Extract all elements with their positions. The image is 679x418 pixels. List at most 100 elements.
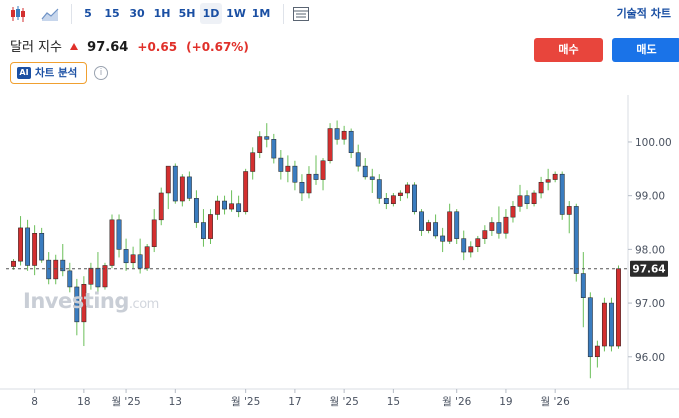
candle-down: [67, 270, 73, 288]
candle-down: [39, 233, 45, 261]
candle-down: [278, 157, 284, 172]
candle-up: [320, 160, 326, 180]
candle-down: [412, 184, 417, 213]
x-tick-label: 15: [387, 396, 400, 408]
watermark-brand: Investing: [23, 289, 129, 313]
candle-down: [440, 235, 446, 242]
price-change-percent: (+0.67%): [186, 40, 249, 54]
candlestick-chart[interactable]: 96.00 97.00 98.00 99.00 100.00 8 18 월 '25 13 월 '2…: [0, 95, 679, 418]
candle-down: [193, 198, 199, 223]
candle-up: [158, 192, 164, 221]
candle-up: [552, 173, 558, 180]
interval-15[interactable]: 15: [104, 7, 120, 20]
interval-1h[interactable]: 1H: [153, 7, 171, 20]
y-tick-label: 98.00: [635, 244, 665, 256]
candle-up: [306, 173, 312, 194]
candle-up: [538, 181, 544, 194]
toolbar-divider: [283, 4, 284, 24]
technical-chart-link[interactable]: 기술적 차트: [616, 7, 671, 20]
candle-up: [426, 222, 431, 231]
candle-up: [165, 165, 171, 194]
y-tick-label: 97.00: [635, 298, 665, 310]
candle-up: [594, 345, 600, 358]
candle-down: [313, 173, 319, 180]
candle-up: [130, 254, 136, 264]
buy-button[interactable]: 매수: [534, 38, 603, 62]
candle-up: [144, 246, 150, 269]
candle-up: [243, 171, 249, 213]
candle-up: [503, 216, 509, 234]
price-change: +0.65: [137, 40, 178, 54]
candle-down: [383, 198, 389, 204]
candle-up: [517, 195, 523, 207]
candle-down: [236, 203, 242, 213]
candle-up: [229, 203, 235, 210]
candle-down: [299, 181, 305, 194]
candle-down: [559, 173, 565, 215]
area-chart-type-icon[interactable]: [40, 4, 60, 24]
candle-down: [580, 273, 586, 298]
interval-1m[interactable]: 1M: [251, 7, 271, 20]
candle-up: [81, 284, 87, 323]
candle-up: [510, 206, 516, 218]
candle-down: [609, 302, 614, 347]
candle-down: [369, 176, 375, 180]
investing-watermark: Investing.com: [23, 289, 159, 313]
x-tick-label: 월 '25: [111, 396, 140, 408]
candlestick-type-icon[interactable]: [8, 4, 28, 24]
x-tick-label: 8: [31, 396, 38, 408]
candle-down: [433, 222, 439, 237]
x-tick-label: 월 '26: [442, 396, 472, 408]
sell-button[interactable]: 매도: [612, 38, 679, 62]
candle-up: [489, 222, 495, 231]
candle-down: [95, 267, 101, 288]
candle-down: [496, 222, 502, 234]
interval-5[interactable]: 5: [84, 7, 92, 20]
indicators-icon[interactable]: [291, 4, 311, 24]
interval-1d[interactable]: 1D: [200, 3, 222, 24]
candle-up: [18, 227, 23, 262]
candle-up: [151, 219, 157, 247]
candle-up: [11, 260, 16, 267]
current-price-badge: [630, 260, 668, 277]
current-price-label: 97.64: [632, 264, 665, 276]
candle-up: [53, 259, 59, 280]
ai-badge-icon: AI: [17, 67, 31, 79]
candle-up: [257, 136, 263, 153]
watermark-suffix: .com: [128, 297, 159, 312]
instrument-name: 달러 지수: [10, 40, 62, 55]
candle-down: [376, 179, 382, 199]
candle-up: [179, 176, 185, 202]
y-tick-label: 96.00: [635, 352, 665, 364]
candle-down: [348, 130, 354, 153]
candle-up: [447, 211, 453, 242]
candle-up: [566, 206, 572, 215]
x-tick-label: 17: [288, 396, 301, 408]
candle-up: [390, 195, 396, 204]
candle-down: [264, 136, 270, 140]
candle-down: [524, 195, 530, 204]
candle-up: [102, 265, 108, 288]
candle-up: [327, 128, 333, 162]
interval-1w[interactable]: 1W: [226, 7, 246, 20]
chart-toolbar: 5 15 30 1H 5H 1D 1W 1M 기술적 차트: [0, 0, 679, 28]
candle-down: [271, 139, 277, 159]
quote-header: 달러 지수 97.64 +0.65 (+0.67%): [10, 36, 249, 56]
candle-down: [587, 297, 593, 358]
x-tick-label: 월 '26: [541, 396, 571, 408]
candle-down: [292, 165, 298, 183]
ai-analysis-label: 차트 분석: [35, 67, 78, 79]
candle-down: [46, 259, 52, 280]
y-tick-label: 100.00: [635, 137, 672, 149]
candle-down: [60, 259, 66, 272]
info-icon[interactable]: i: [94, 66, 108, 80]
candle-up: [405, 184, 410, 194]
candle-up: [601, 302, 607, 347]
interval-30[interactable]: 30: [129, 7, 145, 20]
x-tick-label: 18: [77, 396, 90, 408]
candle-down: [172, 165, 178, 202]
interval-5h[interactable]: 5H: [178, 7, 196, 20]
ai-chart-analysis-button[interactable]: AI 차트 분석: [10, 62, 87, 84]
x-tick-label: 19: [499, 396, 512, 408]
candle-up: [616, 268, 621, 347]
